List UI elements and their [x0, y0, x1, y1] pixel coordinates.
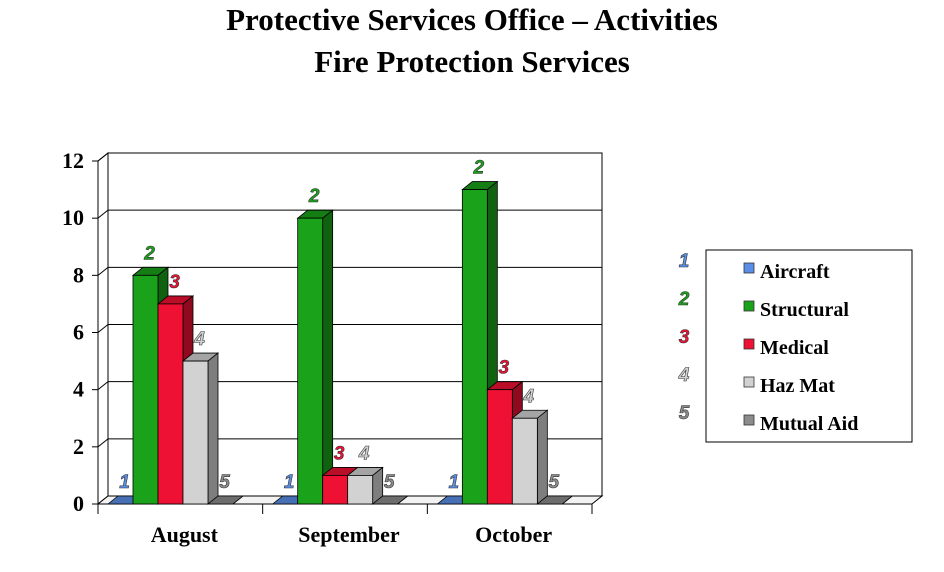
- legend-marker: 5: [679, 403, 690, 424]
- bar-marker-label: 2: [143, 243, 155, 264]
- bar-side: [562, 495, 573, 505]
- bar-side: [207, 352, 219, 505]
- legend-swatch: [743, 376, 755, 388]
- bar-side: [536, 409, 548, 505]
- y-tick-label: 12: [62, 148, 84, 173]
- bar-side: [397, 495, 408, 505]
- x-tick-label: September: [298, 522, 400, 547]
- bar: [511, 417, 538, 505]
- gridline-side: [97, 266, 109, 276]
- legend-entry: Structural: [760, 299, 849, 321]
- bar-side: [322, 209, 334, 505]
- legend-swatch: [743, 300, 755, 312]
- bar-marker-label: 4: [358, 443, 370, 464]
- bar: [322, 475, 349, 505]
- bar: [132, 274, 159, 505]
- bar-marker-label: 5: [549, 472, 560, 493]
- gridline-side: [97, 381, 109, 391]
- legend-marker: 3: [679, 327, 690, 348]
- bar-marker-label: 2: [473, 158, 485, 179]
- bar: [486, 389, 513, 505]
- bar: [461, 189, 488, 505]
- x-tick-label: August: [151, 522, 219, 547]
- bar-marker-label: 4: [523, 386, 535, 407]
- bar: [297, 217, 324, 505]
- chart-title: Protective Services Office – Activities: [226, 2, 718, 37]
- bar: [347, 475, 374, 505]
- gridline-side: [97, 152, 109, 162]
- y-tick-label: 10: [62, 205, 84, 230]
- legend-swatch: [743, 262, 755, 274]
- bar-marker-label: 2: [308, 186, 320, 207]
- legend-swatch: [743, 338, 755, 350]
- bar: [182, 360, 209, 505]
- gridline-side: [97, 324, 109, 333]
- bar-marker-label: 5: [219, 472, 230, 493]
- y-tick-label: 8: [73, 262, 84, 287]
- legend-entry: Mutual Aid: [760, 413, 858, 435]
- y-tick-label: 6: [73, 320, 84, 345]
- legend-swatch: [743, 414, 755, 426]
- y-tick-label: 4: [73, 377, 84, 402]
- bar-marker-label: 1: [284, 472, 295, 493]
- chart-subtitle: Fire Protection Services: [314, 44, 630, 79]
- legend-entry: Aircraft: [760, 261, 830, 283]
- bar-marker-label: 3: [169, 272, 180, 293]
- legend-marker: 2: [678, 289, 690, 310]
- bar-marker-label: 3: [334, 443, 345, 464]
- legend-marker: 4: [678, 365, 690, 386]
- y-tick-label: 0: [73, 491, 84, 516]
- gridline-side: [97, 438, 109, 448]
- bar-marker-label: 3: [499, 358, 510, 379]
- bar-marker-label: 5: [384, 472, 395, 493]
- bar: [157, 303, 184, 505]
- bar-side: [232, 495, 244, 505]
- y-tick-label: 2: [73, 434, 84, 459]
- legend-box: [705, 249, 913, 443]
- x-tick-label: October: [475, 522, 552, 547]
- bar-marker-label: 1: [119, 472, 130, 493]
- legend-marker: 1: [679, 251, 690, 272]
- bar-marker-label: 1: [449, 472, 460, 493]
- legend-entry: Medical: [760, 337, 829, 359]
- gridline-side: [97, 209, 109, 219]
- legend-entry: Haz Mat: [760, 375, 835, 397]
- bar-marker-label: 4: [193, 329, 205, 350]
